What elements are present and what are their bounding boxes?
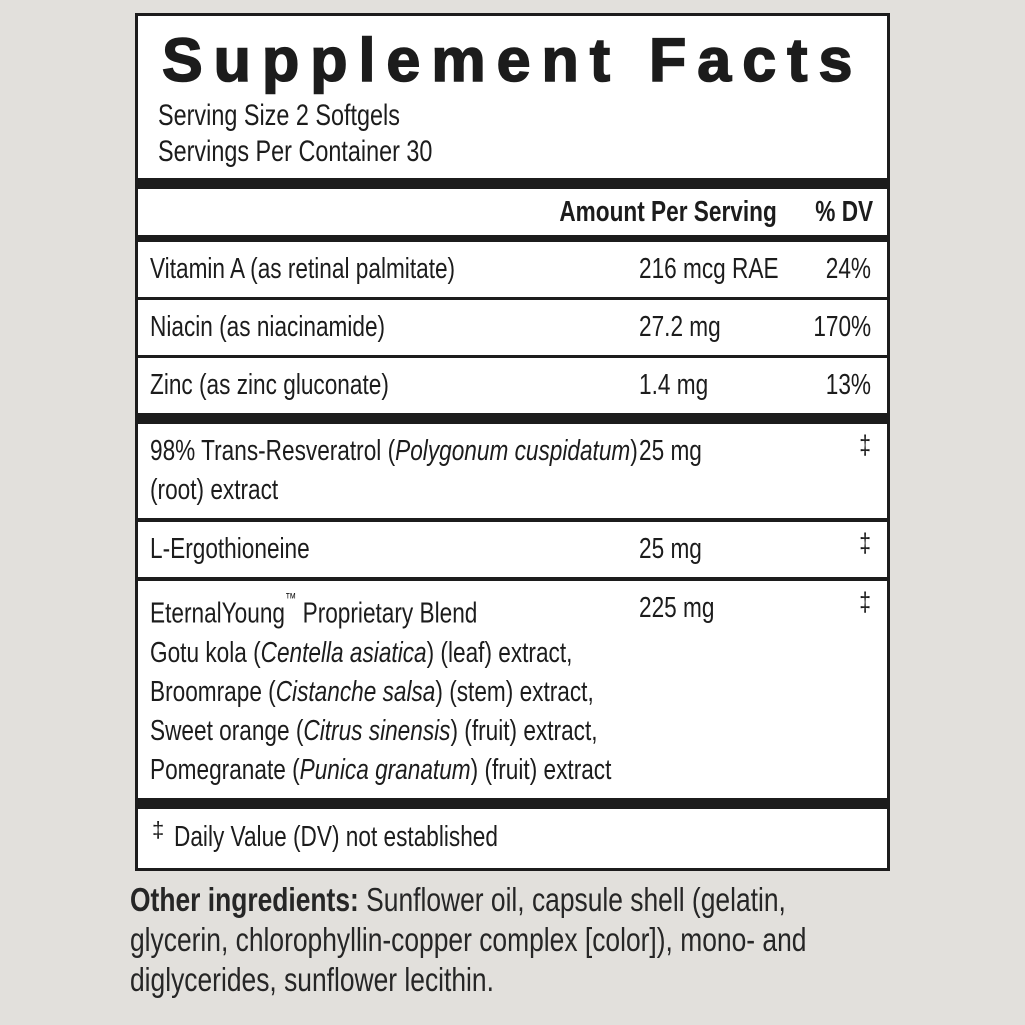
rows: Vitamin A (as retinal palmitate) 216 mcg … [138,242,887,809]
amount-value: 1.4 mg [639,369,709,401]
ingredient-row: EternalYoung™ Proprietary Blend Gotu kola… [138,581,887,798]
daily-value: 13% [825,369,871,401]
servings-per-container: Servings Per Container 30 [158,135,433,168]
amount-value: 25 mg [639,435,702,467]
amount-value: 216 mcg RAE [639,253,779,285]
amount-per-serving-header: Amount Per Serving [559,196,777,228]
serving-info: Serving Size 2 Softgels Servings Per Con… [138,98,887,178]
row-divider [138,297,887,300]
row-divider [138,413,887,424]
daily-value: ‡ [859,430,871,460]
ingredient-name: 98% Trans-Resveratrol (Polygonum cuspida… [150,435,638,506]
row-divider [138,577,887,581]
row-divider [138,797,887,809]
ingredient-name: Vitamin A (as retinal palmitate) [150,253,456,285]
ingredient-row: Vitamin A (as retinal palmitate) 216 mcg … [138,242,887,297]
other-ingredients-line1: Sunflower oil, capsule shell (gelatin, [358,881,786,918]
ingredient-row: L-Ergothioneine 25 mg ‡ [138,522,887,577]
ingredient-name: L-Ergothioneine [150,533,310,565]
footnote-text: Daily Value (DV) not established [174,820,499,853]
other-ingredients-line3: diglycerides, sunflower lecithin. [130,961,494,998]
row-divider [138,518,887,522]
amount-value: 25 mg [639,533,702,565]
row-divider [138,355,887,358]
daily-value: 170% [813,311,871,343]
ingredient-row: Zinc (as zinc gluconate) 1.4 mg 13% [138,358,887,413]
daily-value: ‡ [859,528,871,558]
serving-size: Serving Size 2 Softgels [158,99,400,132]
amount-value: 27.2 mg [639,311,721,343]
divider-under-header [138,235,887,242]
percent-dv-header: % DV [815,196,873,228]
ingredient-name: Niacin (as niacinamide) [150,311,386,343]
other-ingredients-label: Other ingredients: [130,881,359,918]
other-ingredients-line2: glycerin, chlorophyllin-copper complex [… [130,921,807,958]
other-ingredients: Other ingredients: Sunflower oil, capsul… [130,880,1010,1000]
divider-thick-top [138,178,887,189]
ingredient-name: EternalYoung™ Proprietary Blend Gotu kola… [150,590,612,786]
ingredient-name: Zinc (as zinc gluconate) [150,369,389,401]
column-header-row: Amount Per Serving % DV [138,189,887,235]
panel-title: Supplement Facts [161,26,864,94]
ingredient-row: Niacin (as niacinamide) 27.2 mg 170% [138,300,887,355]
supplement-facts-panel: Supplement Facts Serving Size 2 Softgels… [135,13,890,871]
ingredient-row: 98% Trans-Resveratrol (Polygonum cuspida… [138,424,887,518]
daily-value: ‡ [859,587,871,617]
daily-value: 24% [825,253,871,285]
amount-value: 225 mg [639,592,715,624]
double-dagger-symbol: ‡ [152,816,165,842]
footnote-row: ‡ Daily Value (DV) not established [138,809,887,868]
